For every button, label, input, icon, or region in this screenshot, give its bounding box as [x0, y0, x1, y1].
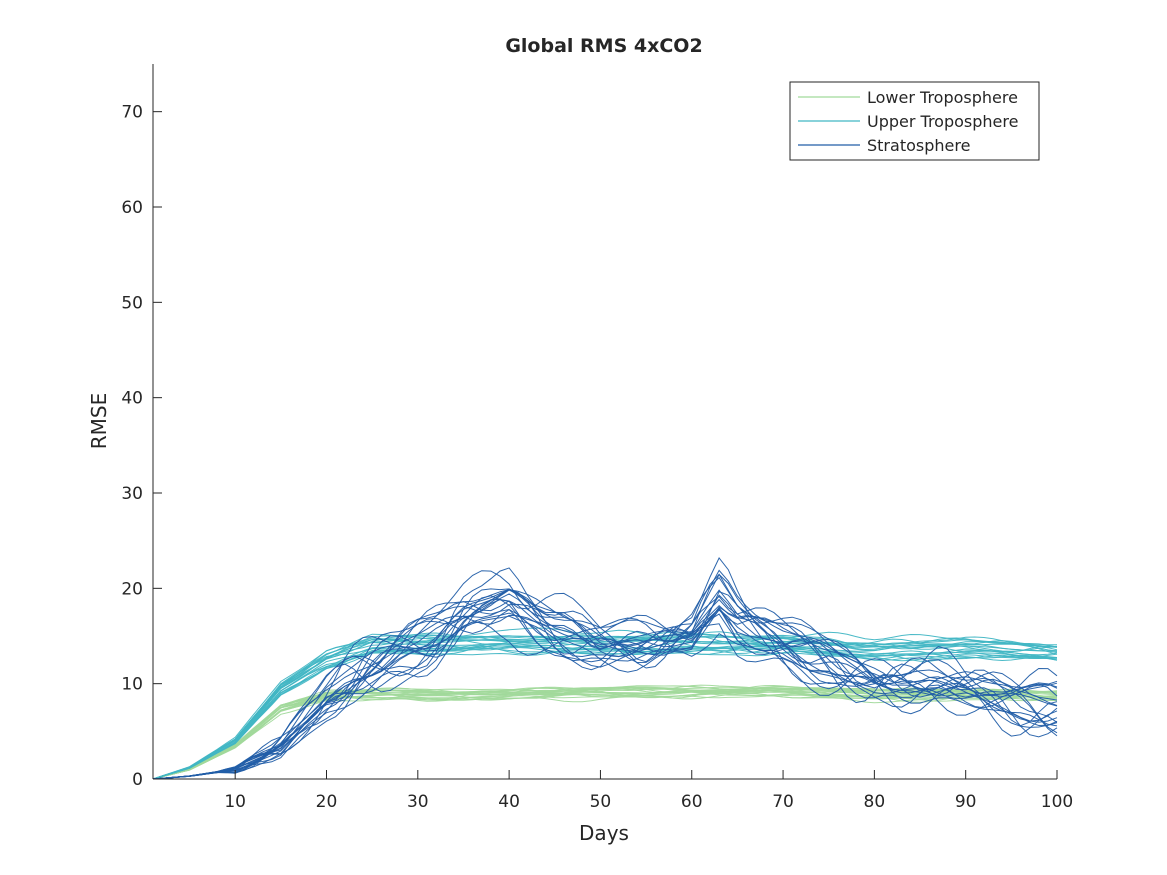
series-line-upper-troposphere: [152, 631, 1058, 780]
y-tick-label: 10: [121, 675, 143, 695]
y-tick-label: 50: [121, 293, 143, 313]
legend: Lower Troposphere Upper Troposphere Stra…: [789, 81, 1040, 161]
series-line-stratosphere: [152, 621, 1058, 780]
y-tick-label: 20: [121, 579, 143, 599]
y-tick-label: 70: [121, 103, 143, 123]
series-line-stratosphere: [152, 589, 1058, 780]
x-tick-label: 20: [316, 792, 338, 812]
x-ticks: 10 20 30 40 50 60 70 80 90 100: [224, 770, 1073, 812]
y-axis-label: RMSE: [87, 393, 111, 449]
x-tick-label: 100: [1041, 792, 1073, 812]
series-line-lower-troposphere: [152, 691, 1058, 780]
x-tick-label: 90: [955, 792, 977, 812]
series-line-stratosphere: [152, 588, 1058, 780]
series-line-stratosphere: [152, 557, 1058, 780]
series-line-upper-troposphere: [152, 639, 1058, 780]
x-tick-label: 40: [498, 792, 520, 812]
legend-label-upper-troposphere: Upper Troposphere: [867, 112, 1018, 131]
series-line-stratosphere: [152, 613, 1058, 780]
y-tick-label: 30: [121, 484, 143, 504]
series-line-stratosphere: [152, 569, 1058, 780]
series-line-upper-troposphere: [152, 643, 1058, 780]
x-tick-label: 60: [681, 792, 703, 812]
y-tick-label: 60: [121, 198, 143, 218]
x-tick-label: 10: [224, 792, 246, 812]
series-line-stratosphere: [152, 598, 1058, 780]
axes: [152, 64, 1057, 780]
x-tick-label: 80: [864, 792, 886, 812]
series-line-stratosphere: [152, 589, 1058, 780]
series-line-upper-troposphere: [152, 647, 1058, 780]
legend-label-lower-troposphere: Lower Troposphere: [867, 88, 1018, 107]
y-ticks: 0 10 20 30 40 50 60 70: [121, 103, 162, 790]
x-tick-label: 50: [590, 792, 612, 812]
series-line-stratosphere: [152, 593, 1058, 780]
x-tick-label: 30: [407, 792, 429, 812]
y-tick-label: 40: [121, 389, 143, 409]
series-line-stratosphere: [152, 573, 1058, 780]
y-tick-label: 0: [132, 770, 143, 790]
x-axis-label: Days: [579, 821, 629, 845]
x-tick-label: 70: [772, 792, 794, 812]
chart-title: Global RMS 4xCO2: [505, 35, 702, 57]
series-line-stratosphere: [152, 588, 1058, 780]
legend-label-stratosphere: Stratosphere: [867, 136, 970, 155]
plot-lines: [152, 557, 1058, 780]
